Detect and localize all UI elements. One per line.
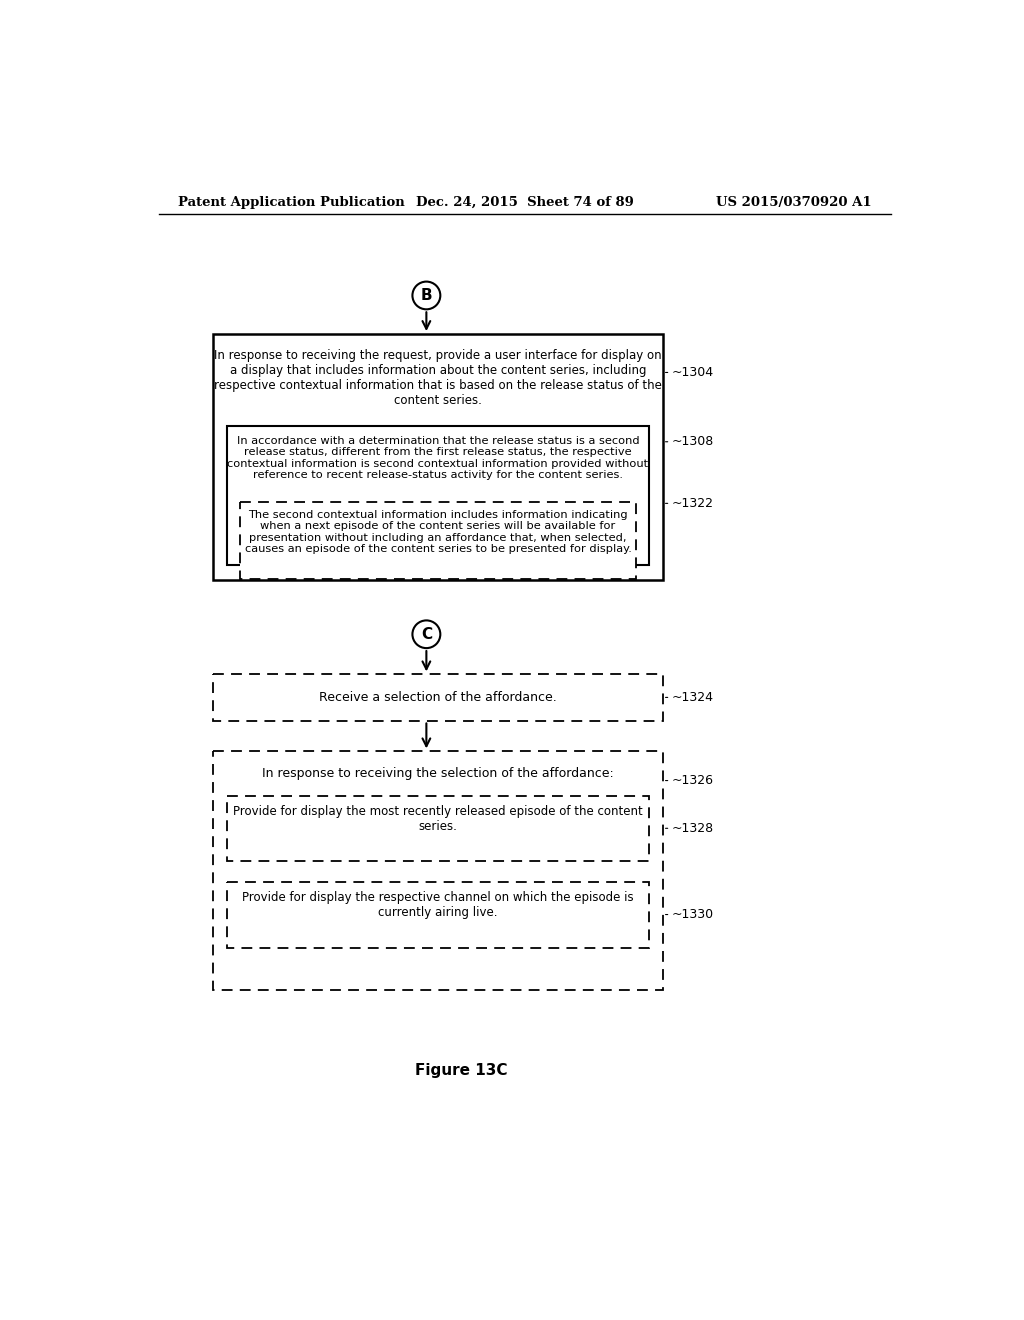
Text: C: C: [421, 627, 432, 642]
Text: Receive a selection of the affordance.: Receive a selection of the affordance.: [319, 690, 557, 704]
Text: Provide for display the most recently released episode of the content
series.: Provide for display the most recently re…: [233, 805, 643, 833]
Text: Provide for display the respective channel on which the episode is
currently air: Provide for display the respective chann…: [243, 891, 634, 919]
Text: ~1326: ~1326: [672, 774, 714, 787]
Text: In response to receiving the selection of the affordance:: In response to receiving the selection o…: [262, 767, 613, 780]
Bar: [227, 426, 649, 565]
Bar: [227, 796, 649, 862]
Text: US 2015/0370920 A1: US 2015/0370920 A1: [717, 195, 872, 209]
Text: ~1322: ~1322: [672, 496, 714, 510]
Bar: [213, 334, 663, 581]
Text: In response to receiving the request, provide a user interface for display on
a : In response to receiving the request, pr…: [214, 350, 662, 408]
Bar: [241, 502, 636, 578]
Text: ~1304: ~1304: [672, 366, 714, 379]
Text: B: B: [421, 288, 432, 304]
Text: Figure 13C: Figure 13C: [415, 1064, 508, 1078]
Circle shape: [413, 281, 440, 309]
Text: ~1324: ~1324: [672, 690, 714, 704]
Bar: [213, 675, 663, 721]
Text: Patent Application Publication: Patent Application Publication: [178, 195, 406, 209]
Text: ~1330: ~1330: [672, 908, 714, 921]
Text: In accordance with a determination that the release status is a second
release s: In accordance with a determination that …: [227, 436, 648, 480]
Circle shape: [413, 620, 440, 648]
Text: ~1328: ~1328: [672, 822, 714, 834]
Bar: [227, 882, 649, 948]
Text: The second contextual information includes information indicating
when a next ep: The second contextual information includ…: [245, 510, 632, 554]
Text: ~1308: ~1308: [672, 436, 715, 449]
Bar: [213, 751, 663, 990]
Text: Dec. 24, 2015  Sheet 74 of 89: Dec. 24, 2015 Sheet 74 of 89: [416, 195, 634, 209]
